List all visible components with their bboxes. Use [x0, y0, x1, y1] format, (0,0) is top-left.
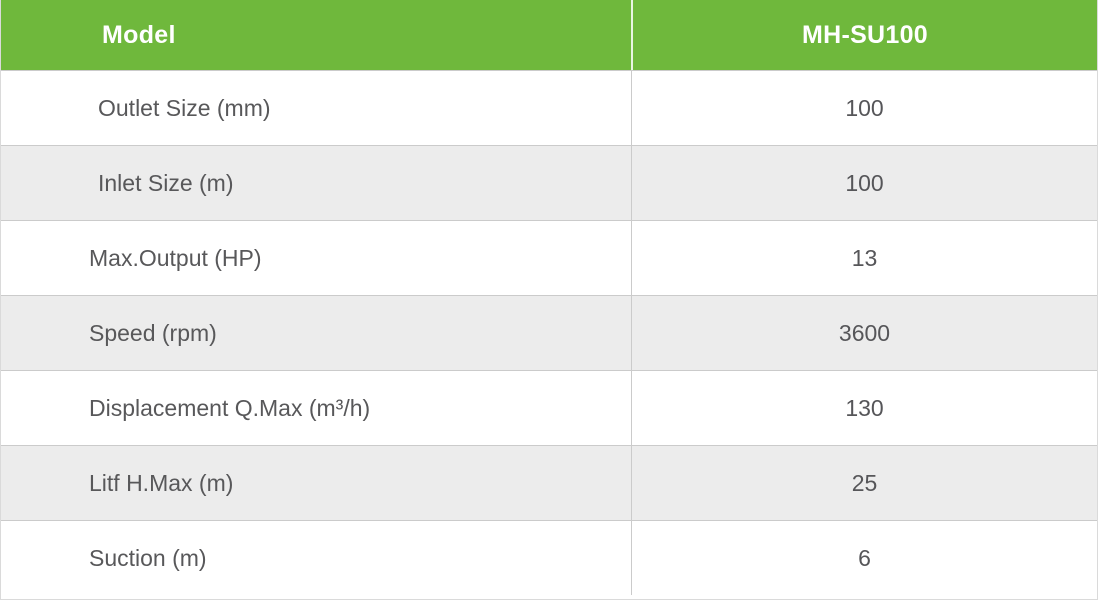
row-value: 100 — [631, 146, 1097, 220]
header-cell-model-value: MH-SU100 — [631, 0, 1097, 70]
row-label: Speed (rpm) — [89, 319, 217, 346]
row-value: 3600 — [631, 296, 1097, 370]
row-label: Litf H.Max (m) — [89, 469, 234, 496]
row-value: 100 — [631, 71, 1097, 145]
row-label: Outlet Size (mm) — [98, 94, 271, 121]
table-row-displacement: Displacement Q.Max (m³/h) 130 — [1, 370, 1097, 445]
table-row-max-output: Max.Output (HP) 13 — [1, 220, 1097, 295]
row-label: Displacement Q.Max (m³/h) — [89, 394, 371, 421]
header-model-value: MH-SU100 — [801, 20, 929, 49]
row-label: Inlet Size (m) — [98, 169, 234, 196]
row-label: Max.Output (HP) — [89, 244, 262, 271]
table-row-lift-max: Litf H.Max (m) 25 — [1, 445, 1097, 520]
row-value: 13 — [631, 221, 1097, 295]
header-model-label: Model — [102, 20, 176, 49]
row-label: Suction (m) — [89, 544, 207, 571]
header-cell-model: Model — [1, 0, 631, 70]
table-row-suction: Suction (m) 6 — [1, 520, 1097, 595]
row-value: 6 — [631, 521, 1097, 595]
table-header-row: Model MH-SU100 — [1, 0, 1097, 70]
table-row-speed: Speed (rpm) 3600 — [1, 295, 1097, 370]
row-value: 130 — [631, 371, 1097, 445]
table-row-outlet-size: Outlet Size (mm) 100 — [1, 70, 1097, 145]
table-row-inlet-size: Inlet Size (m) 100 — [1, 145, 1097, 220]
row-value: 25 — [631, 446, 1097, 520]
